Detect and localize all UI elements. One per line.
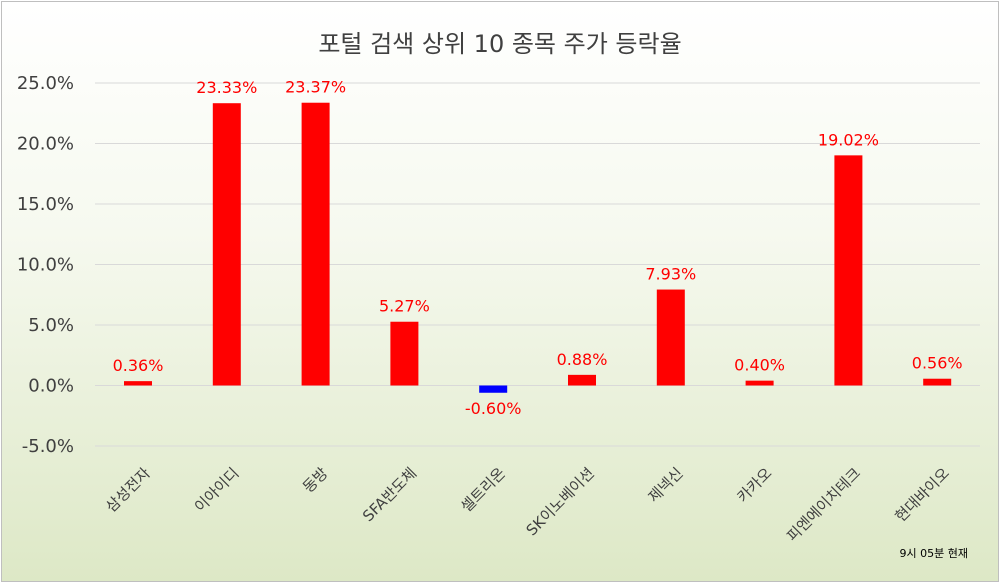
x-tick-label: 이아이디 xyxy=(191,464,243,516)
x-tick-label: 제넥신 xyxy=(645,464,687,506)
data-label: 23.37% xyxy=(285,78,346,97)
x-tick-label: 피엔에이치테크 xyxy=(783,464,864,545)
y-tick-label: 15.0% xyxy=(17,194,74,215)
y-tick-label: 0.0% xyxy=(28,376,74,397)
bar xyxy=(479,385,508,393)
bar xyxy=(656,289,685,386)
bar xyxy=(568,374,596,386)
bar xyxy=(745,380,774,386)
timestamp-note: 9시 05분 현재 xyxy=(899,547,968,560)
bar xyxy=(390,321,419,386)
y-tick-label: 10.0% xyxy=(17,255,74,276)
x-tick-label: 카카오 xyxy=(733,464,775,506)
x-tick-label: 셀트리온 xyxy=(457,464,509,516)
bar xyxy=(301,102,330,386)
bar xyxy=(923,378,952,386)
data-label: 0.88% xyxy=(557,350,608,369)
data-label: 0.40% xyxy=(734,356,785,375)
data-label: 0.56% xyxy=(912,354,963,373)
y-tick-label: 5.0% xyxy=(28,315,74,336)
x-tick-label: SFA반도체 xyxy=(359,464,420,525)
bar xyxy=(124,381,152,386)
data-label: 5.27% xyxy=(379,297,430,316)
x-tick-label: 삼성전자 xyxy=(102,464,154,516)
data-label: -0.60% xyxy=(465,399,522,418)
x-tick-label: 동방 xyxy=(299,464,331,496)
data-label: 0.36% xyxy=(113,356,164,375)
data-label: 19.02% xyxy=(818,130,879,149)
y-tick-label: 25.0% xyxy=(17,73,74,94)
data-label: 7.93% xyxy=(645,265,696,284)
y-tick-label: -5.0% xyxy=(22,436,74,457)
bar xyxy=(212,103,241,386)
data-label: 23.33% xyxy=(196,78,257,97)
y-tick-label: 20.0% xyxy=(17,134,74,155)
bar xyxy=(834,155,863,386)
x-tick-label: 현대바이오 xyxy=(891,464,953,526)
chart-title: 포털 검색 상위 10 종목 주가 등락율 xyxy=(318,30,682,58)
x-tick-label: SK이노베이션 xyxy=(523,464,598,539)
